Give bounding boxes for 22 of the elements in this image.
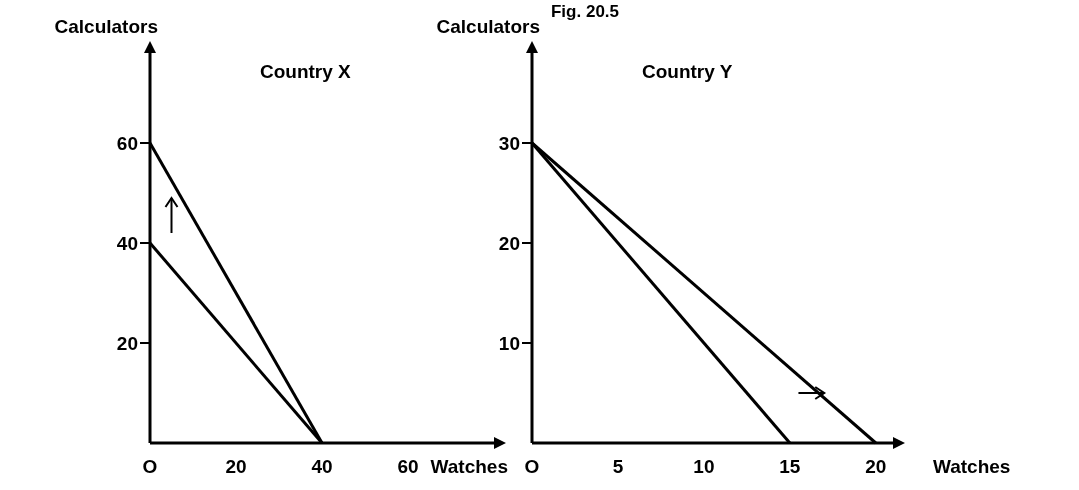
y-axis-title: Calculators xyxy=(54,16,158,37)
y-axis-title: Calculators xyxy=(436,16,540,37)
y-tick-label: 10 xyxy=(498,332,520,354)
y-tick-label: 30 xyxy=(498,132,520,154)
y-tick-label: 20 xyxy=(498,232,520,254)
caption: Fig. 20.5 xyxy=(550,2,620,21)
chart-title: Country X xyxy=(260,61,352,82)
x-tick-label: 20 xyxy=(225,456,247,477)
x-tick-label: O xyxy=(142,456,158,477)
x-axis-title: Watches xyxy=(430,456,508,477)
y-tick-label: 40 xyxy=(116,232,138,254)
y-tick-label: 60 xyxy=(116,132,138,154)
x-axis-title: Watches xyxy=(933,456,1011,477)
x-tick-label: 5 xyxy=(612,456,624,477)
y-tick-label: 20 xyxy=(116,332,138,354)
x-tick-label: 10 xyxy=(693,456,715,477)
x-tick-label: O xyxy=(524,456,540,477)
chart-title: Country Y xyxy=(642,61,733,82)
x-tick-label: 60 xyxy=(397,456,419,477)
x-tick-label: 40 xyxy=(311,456,333,477)
x-tick-label: 20 xyxy=(865,456,887,477)
x-tick-label: 15 xyxy=(779,456,801,477)
